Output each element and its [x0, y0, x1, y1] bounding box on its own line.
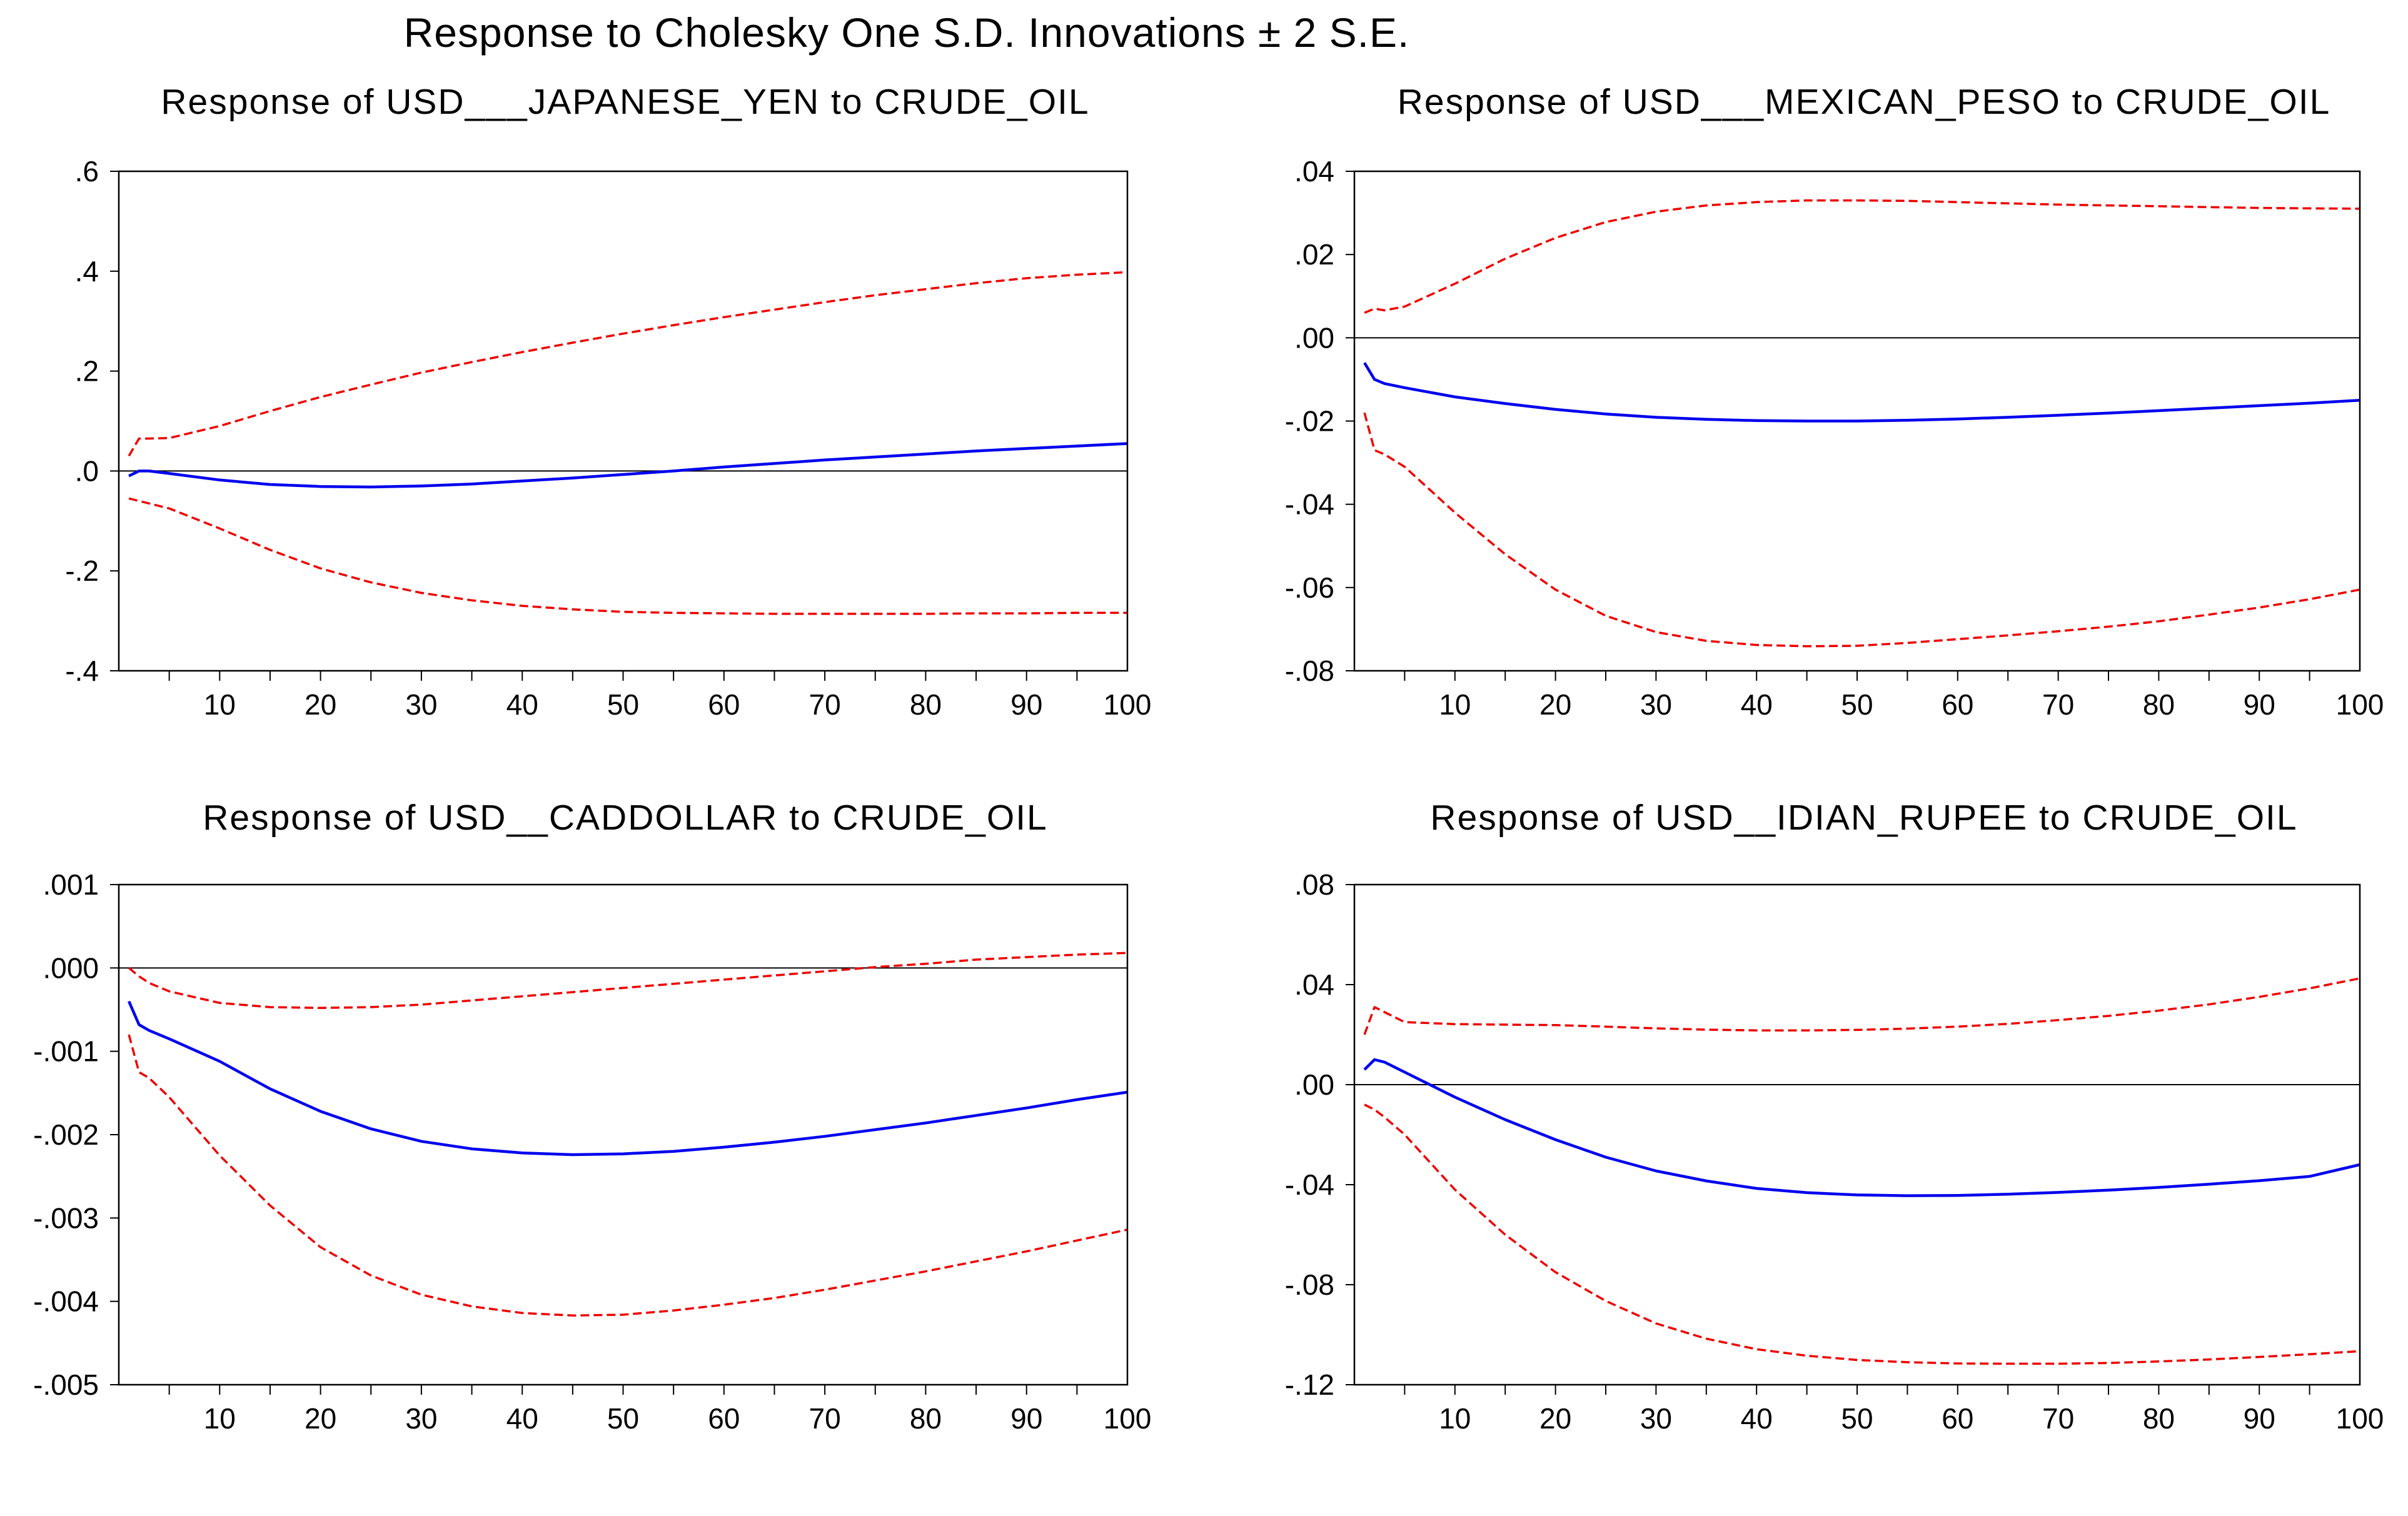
plot-frame: [118, 170, 1129, 672]
y-tick-label: -.04: [1285, 488, 1334, 521]
x-tick-label: 100: [2336, 688, 2384, 721]
y-tick-label: .000: [43, 951, 99, 984]
x-tick-label: 70: [2042, 1402, 2074, 1435]
x-tick-label: 80: [910, 688, 942, 721]
x-tick-label: 60: [708, 688, 740, 721]
x-tick-label: 50: [607, 1402, 639, 1435]
lower-band-line: [1364, 1103, 2360, 1365]
y-tick-label: .04: [1294, 155, 1334, 188]
chart-panel-caddollar: Response of USD__CADDOLLAR to CRUDE_OIL …: [0, 797, 1204, 1516]
y-tick-label: -.12: [1285, 1368, 1334, 1401]
y-tick-label: .00: [1294, 1068, 1334, 1101]
y-tick-label: -.08: [1285, 655, 1334, 687]
chart-plot: -.4 -.2 .0 .2 .4 .6 10 20 30 40 50 60 70 80 90 100: [65, 155, 1152, 721]
chart-plot: -.12 -.08 -.04 .00 .04 .08 10 20 30 40 50 60 70 80 90 1…: [1285, 868, 2384, 1435]
response-line: [128, 442, 1128, 489]
x-tick-label: 20: [305, 688, 336, 721]
chart-title: Response of USD___JAPANESE_YEN to CRUDE_…: [161, 82, 1090, 122]
x-tick-label: 40: [1741, 1402, 1773, 1435]
x-tick-label: 90: [2244, 688, 2275, 721]
upper-band-line: [1363, 977, 2360, 1035]
chart-panel-indian-rupee: Response of USD__IDIAN_RUPEE to CRUDE_OI…: [1204, 797, 2408, 1516]
x-tick-label: 60: [1942, 1402, 1973, 1435]
upper-band-line: [128, 271, 1128, 457]
x-tick-label: 80: [910, 1402, 942, 1435]
y-tick-label: .0: [75, 454, 99, 487]
y-tick-label: .04: [1294, 968, 1334, 1001]
y-tick-label: -.001: [33, 1035, 99, 1068]
x-tick-label: 20: [305, 1402, 336, 1435]
chart-panel-mexican-peso: Response of USD___MEXICAN_PESO to CRUDE_…: [1204, 81, 2408, 800]
x-tick-label: 60: [1942, 688, 1973, 721]
y-tick-label: .001: [43, 868, 99, 901]
x-tick-label: 70: [2042, 688, 2074, 721]
upper-band-line: [128, 951, 1128, 1010]
x-tick-label: 90: [1010, 1402, 1042, 1435]
x-tick-label: 30: [1640, 1402, 1672, 1435]
x-tick-label: 10: [1439, 1402, 1471, 1435]
x-tick-label: 10: [204, 1402, 236, 1435]
chart-panel-japanese-yen: Response of USD___JAPANESE_YEN to CRUDE_…: [0, 81, 1204, 800]
lower-band-line: [1363, 412, 2360, 648]
x-tick-label: 90: [2244, 1402, 2275, 1435]
response-line: [1363, 362, 2360, 423]
response-line: [128, 1000, 1128, 1157]
response-line: [1363, 1058, 2360, 1197]
x-tick-label: 10: [1439, 688, 1471, 721]
chart-plot: -.08 -.06 -.04 -.02 .00 .02 .04 10 20 30 40 50 60 70 8…: [1285, 155, 2384, 721]
x-tick-label: 70: [809, 1402, 841, 1435]
chart-title: Response of USD___MEXICAN_PESO to CRUDE_…: [1397, 82, 2331, 122]
chart-title: Response of USD__IDIAN_RUPEE to CRUDE_OI…: [1430, 798, 2298, 838]
chart-plot: -.005 -.004 -.003 -.002 -.001 .000 .001 10 20 30 4…: [33, 868, 1152, 1435]
y-tick-label: -.005: [33, 1368, 99, 1401]
y-tick-label: .4: [75, 255, 99, 288]
plot-frame: [1353, 883, 2361, 1386]
x-tick-label: 50: [1841, 688, 1873, 721]
x-tick-label: 100: [2336, 1402, 2384, 1435]
x-tick-label: 40: [506, 688, 538, 721]
main-title: Response to Cholesky One S.D. Innovation…: [403, 9, 1410, 56]
upper-band-line: [1364, 199, 2360, 314]
x-tick-label: 20: [1539, 1402, 1571, 1435]
y-tick-label: -.04: [1285, 1168, 1334, 1201]
y-tick-label: .02: [1294, 238, 1334, 271]
x-tick-label: 20: [1539, 688, 1571, 721]
lower-band-line: [128, 497, 1127, 615]
y-tick-label: -.003: [33, 1202, 99, 1234]
y-tick-label: -.02: [1285, 405, 1334, 438]
y-tick-label: .08: [1294, 868, 1334, 901]
x-tick-label: 60: [708, 1402, 740, 1435]
chart-title: Response of USD__CADDOLLAR to CRUDE_OIL: [203, 798, 1048, 838]
x-tick-label: 50: [1841, 1402, 1873, 1435]
y-tick-label: -.08: [1285, 1268, 1334, 1301]
x-tick-label: 70: [809, 688, 841, 721]
x-tick-label: 40: [1741, 688, 1773, 721]
x-tick-label: 30: [1640, 688, 1672, 721]
x-tick-label: 50: [607, 688, 639, 721]
x-tick-label: 30: [405, 1402, 437, 1435]
y-tick-label: .00: [1294, 321, 1334, 354]
y-tick-label: -.4: [65, 655, 99, 687]
x-tick-label: 80: [2143, 688, 2175, 721]
lower-band-line: [128, 1034, 1128, 1317]
x-tick-label: 100: [1104, 688, 1152, 721]
y-tick-label: .2: [75, 355, 99, 388]
x-tick-label: 80: [2143, 1402, 2175, 1435]
x-tick-label: 30: [405, 688, 437, 721]
x-tick-label: 40: [506, 1402, 538, 1435]
y-tick-label: -.06: [1285, 571, 1334, 604]
y-tick-label: .6: [75, 155, 99, 188]
y-tick-label: -.004: [33, 1285, 99, 1318]
x-tick-label: 10: [204, 688, 236, 721]
x-tick-label: 90: [1010, 688, 1042, 721]
x-tick-label: 100: [1104, 1402, 1152, 1435]
y-tick-label: -.2: [65, 555, 99, 587]
y-tick-label: -.002: [33, 1118, 99, 1151]
